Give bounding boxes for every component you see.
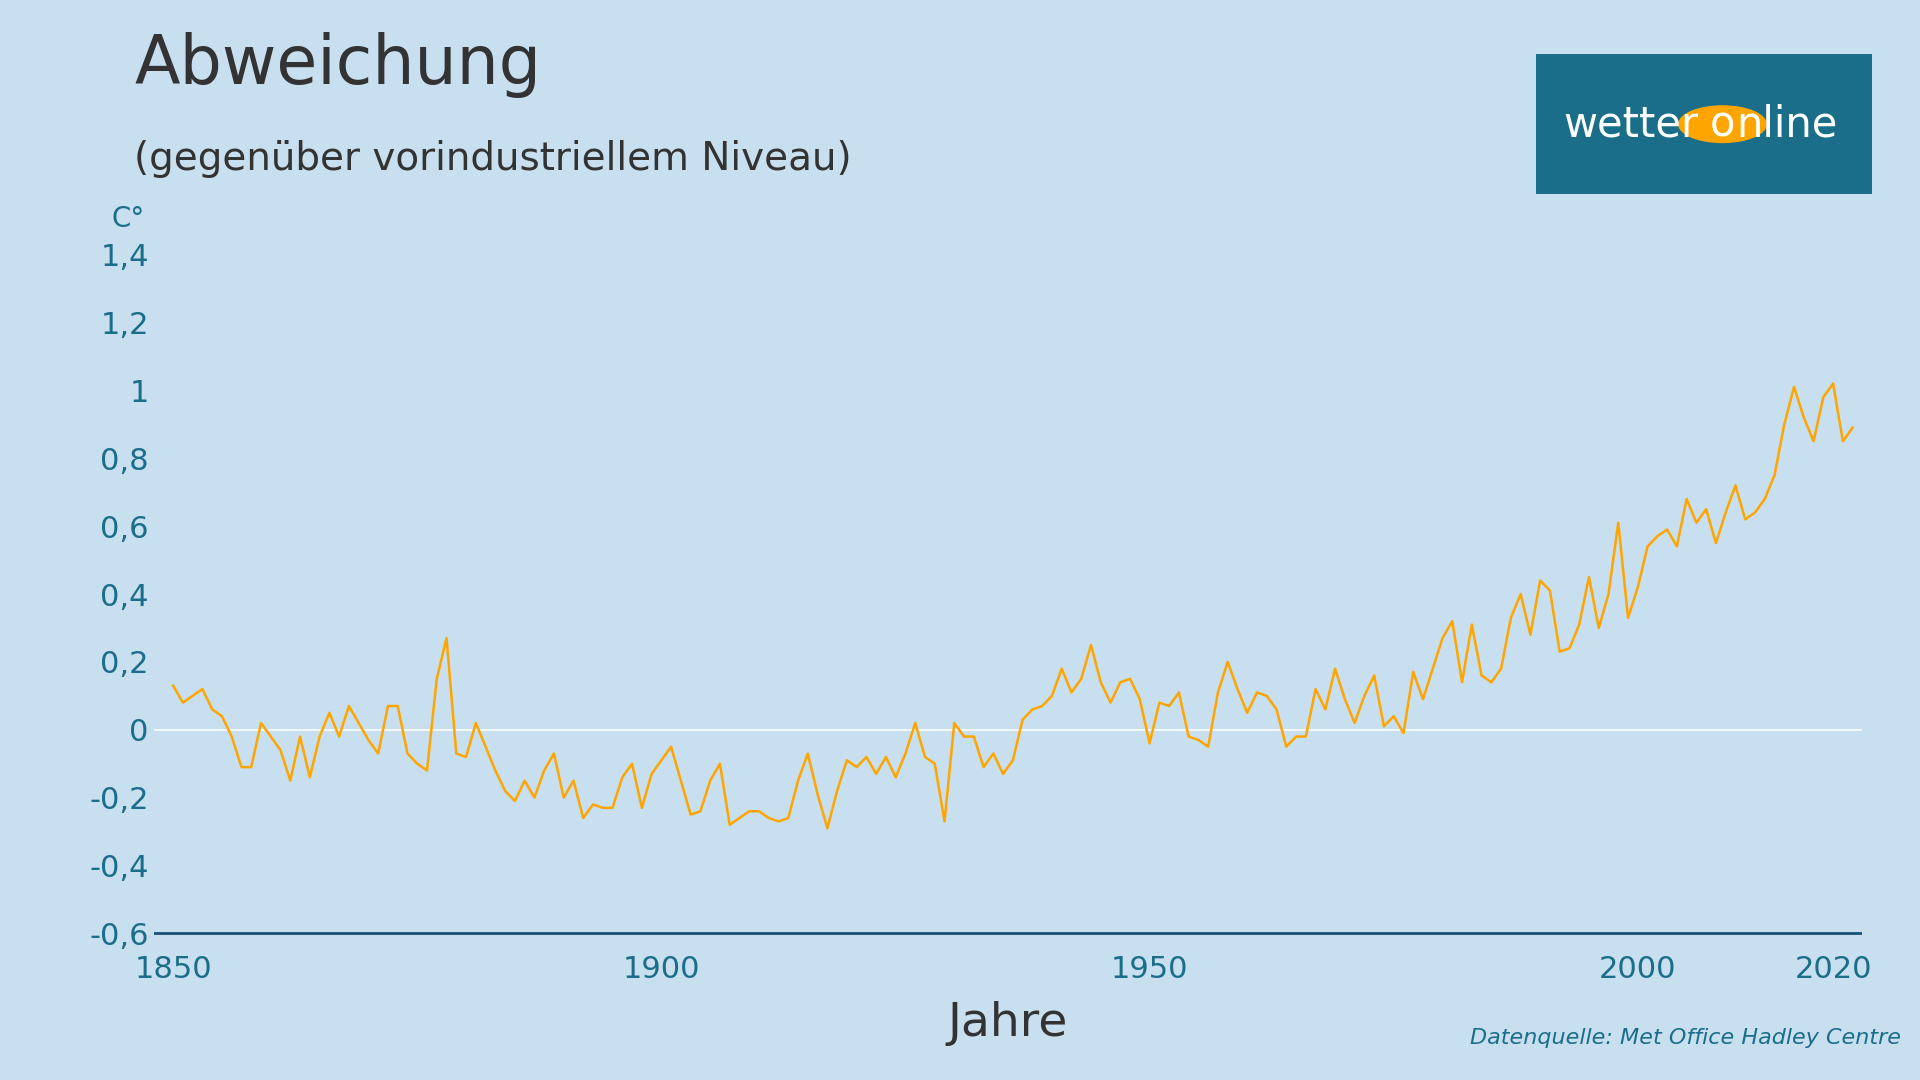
FancyBboxPatch shape [1519, 46, 1889, 201]
Text: Datenquelle: Met Office Hadley Centre: Datenquelle: Met Office Hadley Centre [1471, 1027, 1901, 1048]
Text: nline: nline [1736, 104, 1837, 145]
Text: o: o [1711, 104, 1736, 145]
Text: (gegenüber vorindustriellem Niveau): (gegenüber vorindustriellem Niveau) [134, 140, 852, 178]
Text: C°: C° [111, 205, 144, 233]
Text: wetter: wetter [1563, 104, 1697, 145]
Text: Abweichung: Abweichung [134, 32, 541, 98]
Circle shape [1678, 106, 1766, 143]
X-axis label: Jahre: Jahre [948, 1001, 1068, 1045]
